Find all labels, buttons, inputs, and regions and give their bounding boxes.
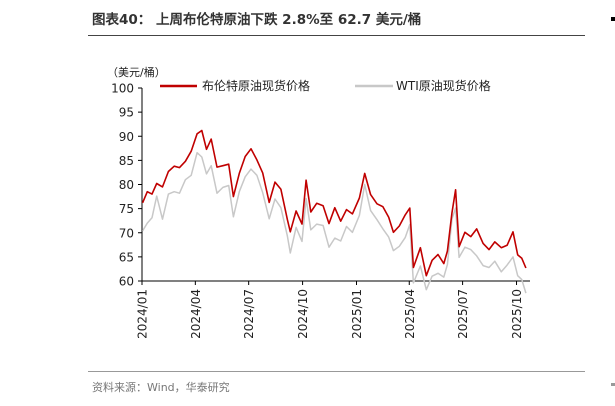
legend: 布伦特原油现货价格 WTI原油现货价格 (160, 78, 491, 93)
y-tick-label: 100 (111, 82, 134, 96)
source-divider (88, 371, 585, 372)
axis-layer: 60 65 70 75 80 85 90 95 100 2024/01 2024/04 2024/07… (111, 82, 530, 339)
x-tick-label: 2025/10 (510, 289, 524, 339)
y-tick-label: 80 (119, 178, 134, 192)
x-tick-label: 2024/01 (136, 289, 150, 339)
page-edge (608, 0, 615, 406)
y-tick-label: 75 (119, 202, 134, 216)
y-tick-label: 85 (119, 154, 134, 168)
y-tick-label: 65 (119, 250, 134, 264)
y-tick-label: 60 (119, 275, 134, 289)
edge-mark-top (611, 17, 615, 21)
source-note: 资料来源：Wind，华泰研究 (92, 381, 230, 394)
wti-series-line (141, 151, 527, 294)
y-axis-unit: （美元/桶） (107, 65, 166, 79)
x-tick-label: 2024/04 (189, 289, 203, 339)
brent-series-line (141, 129, 527, 277)
legend-brent-label: 布伦特原油现货价格 (202, 78, 310, 93)
x-tick-label: 2025/04 (403, 289, 417, 339)
x-tick-label: 2024/07 (242, 289, 256, 339)
x-tick-label: 2025/07 (456, 289, 470, 339)
y-tick-label: 70 (119, 226, 134, 240)
chart-title: 图表40： 上周布伦特原油下跌 2.8%至 62.7 美元/桶 (92, 12, 422, 28)
edge-mark-bottom (611, 383, 615, 386)
x-tick-label: 2024/10 (296, 289, 310, 339)
legend-wti-label: WTI原油现货价格 (396, 78, 491, 93)
series-layer (141, 129, 527, 294)
y-tick-label: 95 (119, 106, 134, 120)
x-tick-label: 2025/01 (350, 289, 364, 339)
y-tick-label: 90 (119, 130, 134, 144)
title-divider (88, 35, 585, 36)
